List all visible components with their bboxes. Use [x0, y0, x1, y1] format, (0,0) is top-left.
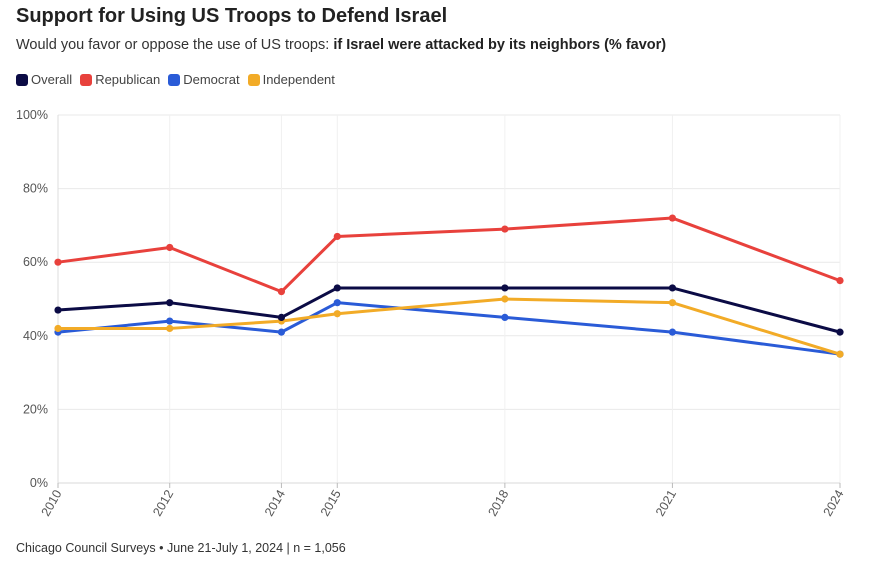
legend-swatch	[168, 73, 181, 86]
legend-label: Overall	[31, 72, 73, 87]
data-point-overall	[501, 284, 509, 292]
legend-swatch	[247, 73, 260, 86]
chart-legend: Overall Republican Democrat Independent	[16, 72, 335, 87]
y-tick-label: 0%	[30, 476, 48, 490]
x-tick-label: 2024	[821, 487, 847, 518]
x-tick-label: 2012	[150, 487, 176, 518]
line-chart: 0% 20% 40% 60% 80% 100% 2010 2012 2014 2015 2018 20…	[16, 108, 847, 519]
legend-item-republican: Republican	[80, 72, 160, 87]
data-point-independent	[668, 299, 677, 307]
data-point-republican	[836, 277, 844, 285]
data-point-overall	[836, 328, 844, 336]
y-tick-label: 60%	[23, 255, 48, 269]
data-point-independent	[836, 350, 844, 358]
x-tick-label: 2014	[262, 487, 288, 518]
data-point-republican	[333, 232, 341, 241]
data-point-democrat	[277, 328, 286, 336]
data-point-republican	[166, 243, 174, 252]
data-point-independent	[166, 324, 174, 333]
legend-swatch	[80, 73, 93, 86]
legend-swatch	[16, 73, 28, 86]
y-tick-label: 100%	[16, 108, 48, 122]
data-point-republican	[54, 258, 62, 266]
data-point-independent	[333, 310, 341, 318]
x-tick-label: 2010	[39, 487, 65, 518]
data-point-democrat	[501, 313, 509, 321]
data-point-independent	[54, 324, 62, 333]
legend-label: Republican	[95, 72, 161, 87]
y-tick-label: 80%	[23, 182, 48, 196]
chart-source: Chicago Council Surveys • June 21-July 1…	[16, 541, 346, 555]
data-point-overall	[333, 284, 341, 292]
data-point-overall	[166, 299, 174, 307]
series-line-independent	[56, 297, 842, 356]
chart-subtitle: Would you favor or oppose the use of US …	[16, 37, 666, 53]
legend-item-overall: Overall	[16, 72, 72, 87]
data-point-overall	[277, 313, 286, 321]
data-point-republican	[668, 214, 677, 222]
legend-item-independent: Independent	[247, 72, 335, 87]
series-line-overall	[56, 286, 842, 334]
x-tick-label: 2021	[653, 487, 679, 518]
data-point-independent	[501, 295, 509, 303]
legend-label: Independent	[262, 72, 335, 87]
series-line-republican	[56, 216, 842, 294]
subtitle-condition: if Israel were attacked by its neighbors…	[333, 37, 667, 53]
data-point-republican	[501, 225, 509, 233]
y-tick-label: 40%	[23, 329, 48, 343]
chart-title: Support for Using US Troops to Defend Is…	[16, 5, 448, 27]
data-point-democrat	[668, 328, 677, 336]
legend-label: Democrat	[183, 72, 240, 87]
data-point-overall	[54, 306, 62, 314]
data-point-republican	[277, 288, 286, 296]
subtitle-question: Would you favor or oppose the use of US …	[16, 37, 334, 53]
data-point-overall	[668, 284, 677, 292]
x-tick-label: 2018	[485, 487, 511, 518]
y-tick-label: 20%	[23, 402, 48, 416]
legend-item-democrat: Democrat	[168, 72, 240, 87]
data-point-democrat	[166, 317, 174, 325]
x-tick-label: 2015	[318, 487, 344, 518]
data-point-democrat	[333, 299, 341, 307]
